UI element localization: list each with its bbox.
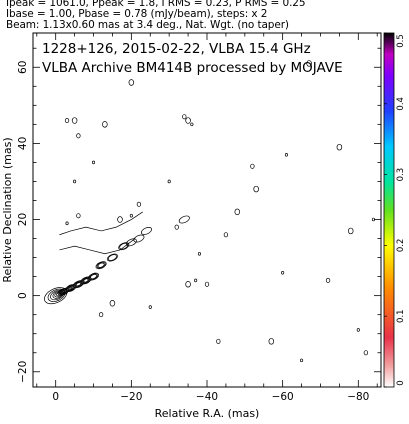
plot-subtitle: VLBA Archive BM414B processed by MOJAVE [42,60,343,76]
noise-contour [281,271,285,275]
core-contour [47,288,66,302]
header-line-3: Beam: 1.13x0.60 mas at 3.4 deg., Nat. Wg… [6,19,289,31]
noise-contour [194,278,198,283]
jet-knot-contour [118,242,130,251]
noise-contour [204,281,210,287]
noise-contour [253,185,259,193]
x-tick-label: −20 [120,391,142,403]
noise-contour [363,350,369,356]
jet-knot-contour [90,274,97,280]
jet-knot-contour [106,253,118,262]
colorbar-tick-label: 0.2 [396,239,406,253]
noise-contour [223,232,229,238]
noise-contour [128,79,135,86]
jet-knot-contour [178,215,190,224]
x-tick-label: 0 [52,391,59,403]
jet-knot-contour [88,272,100,281]
y-tick-label: 40 [17,137,29,150]
noise-contour [216,338,221,344]
noise-contour [136,201,142,207]
noise-contour [250,163,255,169]
noise-contour [98,312,104,318]
noise-contour [197,251,201,256]
noise-contour [356,328,360,332]
jet-knot-contour [89,273,98,280]
noise-contour [306,60,312,67]
jet-knot-contour [69,286,73,290]
noise-contour [76,213,81,219]
plot-title: 1228+126, 2015-02-22, VLBA 15.4 GHz [42,41,311,57]
colorbar-tick-label: 0 [396,380,406,385]
noise-contour [65,221,69,226]
noise-contour [174,224,179,230]
noise-contour [102,121,108,128]
jet-envelope-contour [59,238,136,255]
noise-contour [71,117,78,124]
noise-contour [64,118,70,124]
colorbar-tick-label: 0.3 [396,168,406,182]
noise-contour [190,122,194,127]
colorbar-tick-label: 0.5 [396,34,406,48]
y-tick-label: −20 [17,361,29,383]
x-tick-label: −40 [196,391,218,403]
y-tick-label: 60 [17,61,29,74]
jet-knot-contour [60,289,66,294]
noise-contour [129,213,133,218]
noise-contour [185,117,191,124]
x-tick-label: −80 [347,391,369,403]
jet-knot-contour [107,254,117,261]
noise-contour [117,216,123,223]
y-axis-label: Relative Declination (mas) [1,137,14,282]
jet-knot-contour [68,286,74,290]
x-axis-label: Relative R.A. (mas) [155,407,260,420]
noise-contour [347,227,354,235]
core-contour [44,287,68,305]
noise-contour [234,208,241,216]
jet-knot-contour [83,278,89,283]
noise-contour [268,338,275,345]
y-tick-label: 20 [17,213,29,226]
jet-knot-contour [75,282,81,287]
colorbar-tick-label: 0.4 [396,97,406,111]
noise-contour [185,280,191,288]
noise-contour [182,114,187,120]
colorbar-tick-label: 0.1 [396,309,406,323]
noise-contour [109,300,116,307]
noise-contour [91,160,96,165]
jet-knot-contour [125,238,137,247]
noise-contour [148,305,152,309]
noise-contour [73,179,77,184]
noise-contour [76,133,81,139]
jet-knot-contour [96,261,106,269]
noise-contour [284,153,288,157]
jet-envelope-contour [59,211,143,236]
noise-contour [325,277,331,283]
header-line-2: Ibase = 1.00, Pbase = 0.78 (mJy/beam), s… [6,8,268,20]
noise-contour [371,217,375,222]
x-tick-label: −60 [272,391,294,403]
header-line-1: Ipeak = 1061.0, Ppeak = 1.8, I RMS = 0.2… [6,0,306,9]
noise-contour [336,143,343,151]
y-tick-label: 0 [17,292,29,299]
jet-knot-contour [61,290,65,294]
jet-knot-contour [95,261,107,270]
jet-knot-contour [133,234,145,243]
jet-knot-contour [140,227,152,235]
jet-knot-contour [97,262,105,268]
plot-frame [32,32,382,388]
colorbar [383,32,395,388]
noise-contour [300,358,304,363]
noise-contour [167,179,171,184]
core-contour [50,289,64,301]
